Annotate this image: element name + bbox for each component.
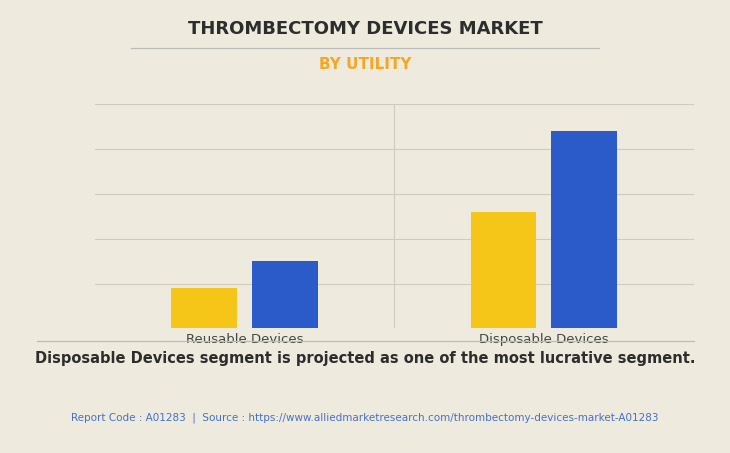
- Bar: [471, 212, 537, 328]
- Bar: [252, 261, 318, 328]
- Text: Report Code : A01283  |  Source : https://www.alliedmarketresearch.com/thrombect: Report Code : A01283 | Source : https://…: [72, 412, 658, 423]
- Text: Disposable Devices segment is projected as one of the most lucrative segment.: Disposable Devices segment is projected …: [35, 351, 695, 366]
- Text: BY UTILITY: BY UTILITY: [319, 57, 411, 72]
- Bar: [551, 131, 617, 328]
- Text: THROMBECTOMY DEVICES MARKET: THROMBECTOMY DEVICES MARKET: [188, 20, 542, 39]
- Bar: [172, 288, 237, 328]
